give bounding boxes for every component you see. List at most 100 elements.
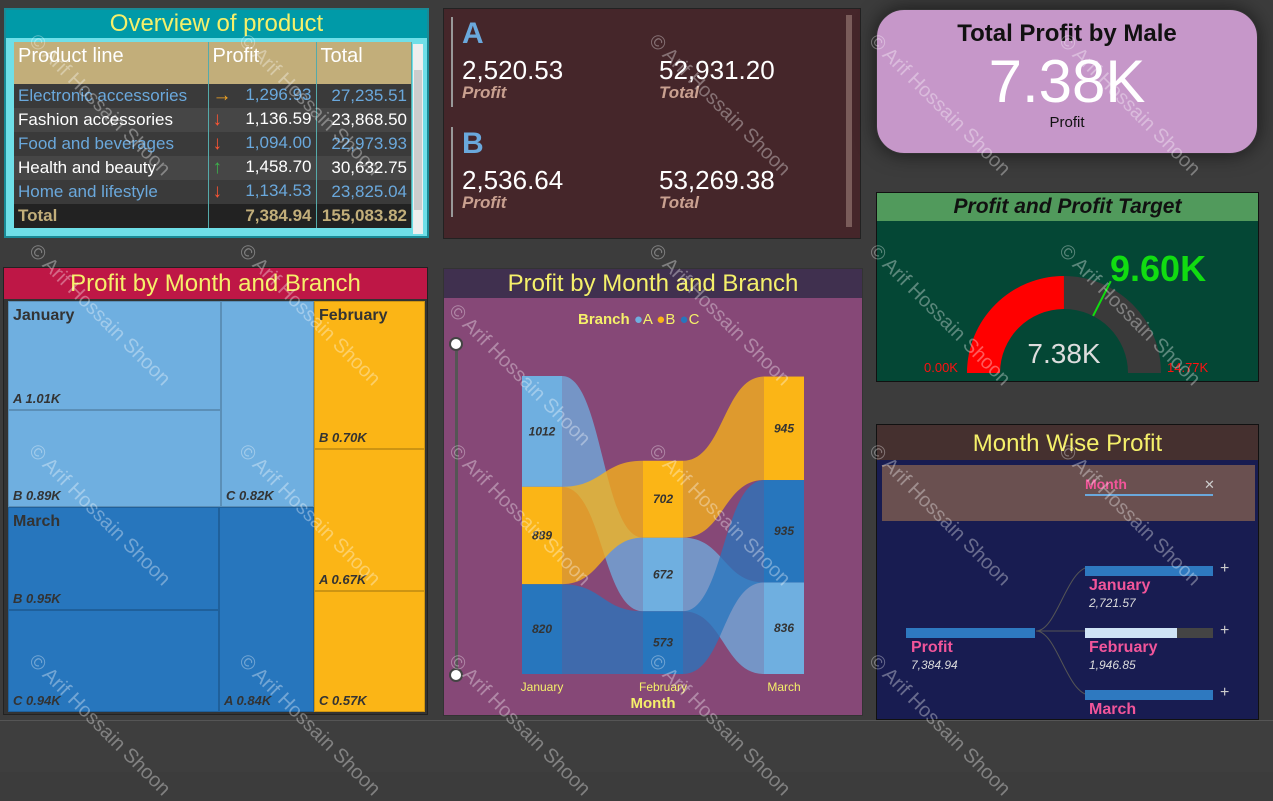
total-cell: 23,868.50: [316, 108, 412, 132]
expand-plus-icon[interactable]: +: [1220, 622, 1230, 639]
table-row[interactable]: Food and beverages ↓ 1,094.00 22,973.93: [14, 132, 412, 156]
treemap-title: Profit by Month and Branch: [4, 268, 427, 299]
legend-dot-icon: ●: [679, 311, 689, 328]
col-profit[interactable]: Profit: [208, 42, 317, 84]
range-slider-handle-top[interactable]: [449, 337, 463, 351]
treemap-month-label: January: [13, 307, 75, 324]
legend-item[interactable]: ●B: [656, 311, 675, 328]
ribbon-flow-C[interactable]: [562, 584, 643, 674]
treemap-cell[interactable]: A 0.84K: [219, 507, 314, 712]
total-cell: 30,632.75: [316, 156, 412, 180]
ribbon-chart: 1012 889 820 January 672 702 573 February 836 945…: [521, 376, 804, 694]
cards-scrollbar[interactable]: [846, 15, 852, 227]
treemap-cell-label: A 0.84K: [224, 693, 272, 708]
treemap-cell[interactable]: A 1.01K: [8, 301, 221, 410]
ribbon-bar-B[interactable]: [522, 486, 562, 585]
treemap-month-label: February: [319, 307, 388, 324]
ribbon-flow-B[interactable]: [683, 376, 764, 538]
ribbon-bar-A[interactable]: [522, 376, 562, 487]
total-label: Total: [14, 204, 209, 228]
scrollbar-thumb[interactable]: [414, 70, 422, 210]
overview-title: Overview of product: [6, 10, 427, 38]
gauge-chart: [967, 276, 1161, 373]
ribbon-bar-A[interactable]: [764, 582, 804, 674]
ribbon-bar-C[interactable]: [643, 611, 683, 674]
legend-dot-icon: ●: [656, 311, 666, 328]
treemap-cell[interactable]: A 0.67K: [314, 449, 425, 591]
legend-item[interactable]: ●A: [634, 311, 652, 328]
treemap-month-label: March: [13, 513, 61, 530]
legend: Branch ●A ●B ●C: [578, 311, 699, 328]
child-bar[interactable]: [1085, 566, 1213, 576]
month-filter-chip[interactable]: Month: [1085, 476, 1213, 496]
treemap-cell[interactable]: C 0.94K: [8, 610, 219, 712]
child-bar[interactable]: [1085, 628, 1178, 638]
profit-value: 1,136.59: [245, 109, 312, 128]
ribbon-bar-B[interactable]: [643, 460, 683, 538]
data-label: 702: [653, 492, 673, 506]
ribbon-bar-B[interactable]: [764, 376, 804, 481]
col-total[interactable]: Total: [316, 42, 412, 84]
root-bar[interactable]: [906, 628, 1035, 638]
branch-card-a: A 2,520.53 Profit 52,931.20 Total: [451, 17, 775, 107]
ribbon-bar-A[interactable]: [643, 537, 683, 612]
treemap-cell[interactable]: B 0.89K: [8, 410, 221, 507]
ribbon-flow-B[interactable]: [562, 460, 643, 585]
profit-value: 1,296.93: [245, 85, 312, 104]
treemap-cell[interactable]: C 0.57K: [314, 591, 425, 712]
range-slider-handle-bottom[interactable]: [449, 668, 463, 682]
legend-item[interactable]: ●C: [680, 311, 700, 328]
profit-value: 1,134.53: [245, 181, 312, 200]
treemap-cell-label: B 0.89K: [13, 488, 61, 503]
data-label: 945: [774, 421, 794, 435]
legend-title: Branch: [578, 311, 630, 328]
product-line: Fashion accessories: [14, 108, 209, 132]
table-scrollbar[interactable]: [413, 44, 423, 234]
total-profit-by-male-card: Total Profit by Male 7.38K Profit: [876, 9, 1258, 154]
legend-dot-icon: ●: [633, 311, 643, 328]
bottom-bar: [0, 720, 1273, 772]
product-table: Product line Profit Total Electronic acc…: [14, 42, 412, 228]
treemap-cell[interactable]: B 0.70K: [314, 301, 425, 449]
male-card-title: Total Profit by Male: [957, 20, 1177, 47]
close-icon[interactable]: ✕: [1204, 477, 1215, 492]
table-row[interactable]: Fashion accessories ↓ 1,136.59 23,868.50: [14, 108, 412, 132]
trend-down-arrow-icon: ↓: [212, 181, 223, 202]
data-label: 820: [532, 622, 552, 636]
x-axis-title: Month: [630, 695, 676, 712]
child-value: 1,946.85: [1089, 658, 1136, 672]
product-line: Health and beauty: [14, 156, 209, 180]
product-line: Electronic accessories: [14, 84, 209, 108]
treemap-cell[interactable]: B 0.95K: [8, 507, 219, 610]
product-line: Food and beverages: [14, 132, 209, 156]
profit-cell: ↑ 1,458.70: [208, 156, 317, 180]
branch-cards-panel: A 2,520.53 Profit 52,931.20 Total B 2,53…: [443, 8, 861, 239]
branch-profit: 2,520.53: [462, 55, 564, 85]
profit-cell: ↓ 1,136.59: [208, 108, 317, 132]
gauge-value: 7.38K: [1027, 338, 1101, 369]
ribbon-bar-C[interactable]: [522, 584, 562, 674]
x-tick-label: January: [521, 680, 564, 694]
male-card-value: 7.38K: [988, 48, 1146, 115]
ribbon-flow-C[interactable]: [683, 480, 764, 674]
expand-plus-icon[interactable]: +: [1220, 560, 1230, 577]
child-name: January: [1089, 577, 1151, 594]
branch-name: A: [462, 17, 484, 50]
expand-plus-icon[interactable]: +: [1220, 684, 1230, 701]
treemap-area: A 1.01K B 0.89K C 0.82K January B 0.95K C 0.9…: [8, 301, 425, 712]
ribbon-bar-C[interactable]: [764, 480, 804, 583]
range-slider-track[interactable]: [455, 346, 458, 676]
child-bar[interactable]: [1085, 690, 1213, 700]
table-row[interactable]: Health and beauty ↑ 1,458.70 30,632.75: [14, 156, 412, 180]
root-value: 7,384.94: [911, 658, 958, 672]
treemap-cell[interactable]: C 0.82K: [221, 301, 314, 507]
data-label: 1012: [529, 424, 556, 438]
product-line: Home and lifestyle: [14, 180, 209, 204]
table-row[interactable]: Home and lifestyle ↓ 1,134.53 23,825.04: [14, 180, 412, 204]
total-cell: 22,973.93: [316, 132, 412, 156]
legend-label: B: [665, 311, 676, 328]
table-row[interactable]: Electronic accessories → 1,296.93 27,235.…: [14, 84, 412, 108]
legend-label: C: [688, 311, 700, 328]
treemap-cell-label: A 0.67K: [319, 572, 367, 587]
col-product-line[interactable]: Product line: [14, 42, 209, 84]
